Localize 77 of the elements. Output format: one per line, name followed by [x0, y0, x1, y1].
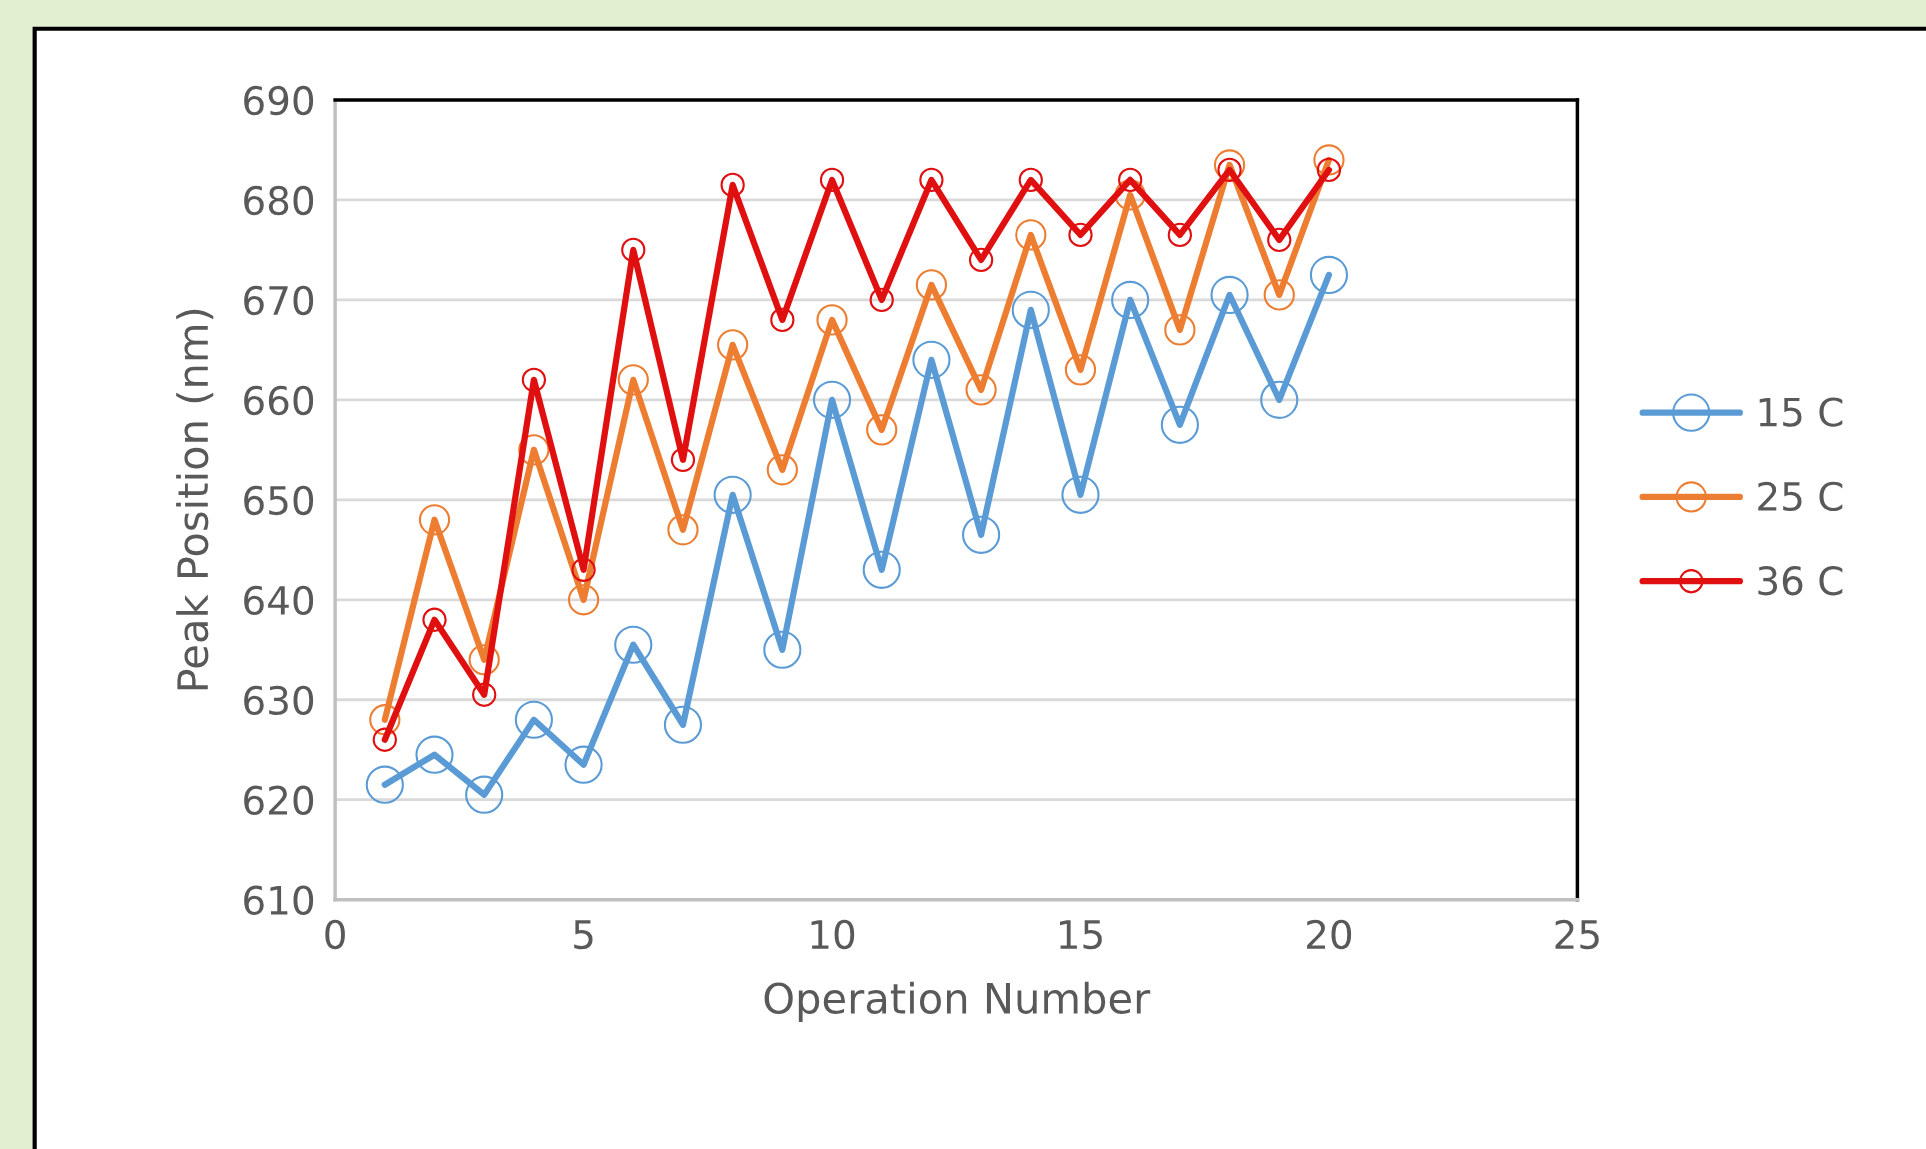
- point: [422, 607, 447, 632]
- point: [816, 304, 848, 336]
- point: [1018, 167, 1043, 193]
- point: [1160, 405, 1199, 444]
- y-tick-label: 630: [244, 685, 314, 716]
- point: [819, 167, 845, 193]
- point: [1061, 475, 1100, 514]
- point: [919, 167, 944, 193]
- x-axis-title: Operation Number: [764, 981, 1151, 1023]
- point: [372, 727, 397, 752]
- point: [869, 287, 894, 313]
- point: [468, 644, 500, 676]
- y-tick-label: 640: [244, 585, 314, 616]
- point: [670, 447, 696, 472]
- point: [564, 745, 603, 784]
- point: [1164, 314, 1196, 346]
- point: [614, 625, 653, 664]
- point: [1015, 219, 1047, 251]
- point: [521, 367, 547, 393]
- point: [567, 584, 600, 616]
- point: [472, 682, 497, 707]
- point: [465, 775, 504, 814]
- point: [1068, 222, 1093, 248]
- point: [518, 434, 550, 466]
- point: [1210, 275, 1249, 314]
- point: [514, 700, 553, 739]
- point: [369, 704, 401, 736]
- point: [365, 765, 404, 804]
- y-tick-label: 690: [244, 85, 314, 116]
- y-tick-label: 680: [244, 185, 314, 216]
- point: [617, 364, 649, 396]
- point: [663, 705, 703, 744]
- point: [812, 380, 852, 419]
- x-tick-label: 15: [1060, 920, 1102, 950]
- y-tick-label: 620: [244, 785, 314, 816]
- point: [415, 735, 454, 774]
- legend-label: 36 C: [1758, 565, 1843, 596]
- point: [1267, 227, 1292, 253]
- y-tick-label: 660: [244, 385, 314, 416]
- point: [667, 514, 699, 546]
- point: [1011, 290, 1050, 329]
- point: [862, 550, 901, 589]
- y-axis-title: Peak Position (nm): [176, 309, 214, 690]
- point: [770, 307, 795, 333]
- point: [713, 475, 752, 514]
- point: [766, 454, 798, 486]
- point: [720, 172, 745, 198]
- point: [717, 329, 749, 361]
- legend-label: 25 C: [1758, 481, 1843, 512]
- x-tick-label: 5: [574, 920, 593, 950]
- legend-label: 15 C: [1759, 397, 1843, 427]
- y-tick-label: 650: [244, 485, 314, 516]
- point: [571, 557, 596, 582]
- point: [915, 269, 948, 301]
- point: [1064, 354, 1097, 386]
- point: [1309, 255, 1349, 294]
- point: [763, 630, 802, 669]
- point: [912, 340, 951, 379]
- x-tick-label: 10: [811, 919, 855, 950]
- y-tick-label: 610: [244, 885, 314, 915]
- point: [1260, 380, 1299, 419]
- point: [1263, 279, 1295, 311]
- point: [418, 504, 451, 536]
- point: [621, 237, 646, 263]
- point: [866, 414, 898, 446]
- point: [1118, 167, 1143, 193]
- point: [965, 374, 997, 406]
- point: [1111, 280, 1150, 319]
- x-tick-label: 25: [1555, 919, 1599, 950]
- point: [962, 515, 1001, 554]
- point: [968, 247, 994, 273]
- x-tick-label: 0: [325, 919, 345, 950]
- y-tick-label: 670: [244, 285, 314, 316]
- point: [1167, 222, 1193, 248]
- point: [1213, 149, 1246, 181]
- point: [1313, 144, 1345, 176]
- x-tick-label: 20: [1307, 919, 1352, 950]
